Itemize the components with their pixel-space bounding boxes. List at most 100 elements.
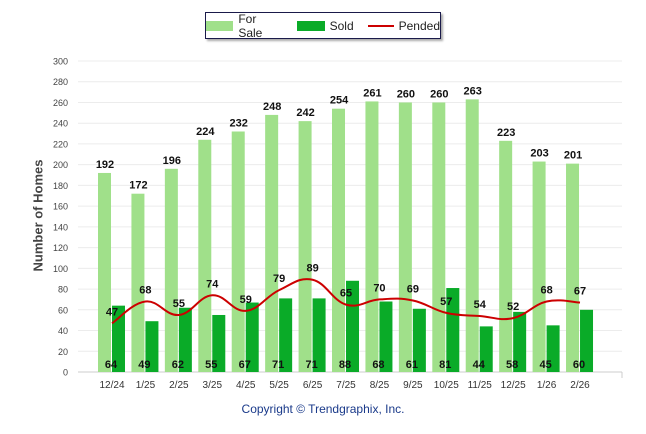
bar-for-sale [532,161,546,372]
legend-item-sold[interactable]: Sold [296,18,354,33]
bar-for-sale [465,99,479,373]
y-tick-label: 20 [58,347,68,357]
x-tick-label: 10/25 [434,380,459,391]
bar-for-sale [398,102,412,372]
bar-sold [479,326,493,372]
bar-for-sale [265,114,279,372]
bar-sold [212,314,226,372]
x-tick-label: 1/25 [136,380,156,391]
bar-for-sale [332,108,346,372]
data-label-for-sale: 260 [430,88,448,100]
x-tick-label: 1/26 [537,380,557,391]
data-label-pended: 52 [507,301,519,313]
legend-swatch-pended [367,24,394,27]
y-tick-label: 80 [58,285,68,295]
legend-item-for-sale[interactable]: For Sale [206,12,283,40]
data-label-sold: 88 [339,359,351,371]
bar-sold [312,298,326,372]
y-tick-label: 100 [53,264,68,274]
bar-sold [245,302,259,372]
data-label-for-sale: 232 [230,117,248,129]
data-label-sold: 61 [406,359,418,371]
y-axis-title: Number of Homes [30,159,46,272]
data-label-sold: 71 [272,359,284,371]
data-label-for-sale: 260 [397,88,415,100]
bar-for-sale [131,193,145,372]
x-tick-label: 7/25 [336,380,356,391]
data-label-pended: 69 [407,283,419,295]
data-label-pended: 55 [173,298,185,310]
data-label-sold: 62 [172,359,184,371]
bar-for-sale [566,163,580,372]
bar-sold [178,307,192,372]
y-tick-label: 300 [53,57,68,67]
y-tick-label: 40 [58,326,68,336]
data-label-for-sale: 196 [163,155,181,167]
y-tick-label: 260 [53,98,68,108]
bar-sold [145,321,159,372]
data-label-sold: 68 [372,359,384,371]
bar-for-sale [365,101,379,373]
y-tick-label: 180 [53,181,68,191]
y-tick-label: 120 [53,243,68,253]
bar-for-sale [164,168,178,372]
bar-sold [513,311,527,372]
data-label-pended: 65 [340,288,352,300]
data-label-sold: 58 [506,359,518,371]
y-tick-label: 240 [53,119,68,129]
bar-sold [446,288,460,372]
x-tick-label: 5/25 [269,380,289,391]
data-label-for-sale: 224 [196,126,215,138]
data-label-for-sale: 203 [530,148,548,160]
data-label-pended: 79 [273,273,285,285]
bar-for-sale [231,131,245,372]
bar-for-sale [499,140,513,372]
data-label-pended: 47 [106,306,118,318]
data-label-for-sale: 172 [129,180,147,192]
x-tick-label: 3/25 [203,380,223,391]
x-tick-label: 8/25 [370,380,390,391]
line-pended [111,278,581,325]
x-tick-label: 2/26 [570,380,590,391]
data-label-for-sale: 223 [497,127,515,139]
data-label-pended: 74 [206,278,219,290]
y-tick-label: 140 [53,222,68,232]
legend-swatch-sold [296,20,325,31]
data-label-sold: 45 [539,359,551,371]
y-tick-label: 220 [53,139,68,149]
bar-sold [412,308,426,372]
data-label-pended: 54 [474,299,487,311]
data-label-sold: 81 [439,359,451,371]
data-label-pended: 57 [440,296,452,308]
data-label-sold: 44 [473,359,486,371]
bar-sold [379,301,393,372]
x-tick-label: 12/25 [501,380,526,391]
bar-for-sale [198,139,212,372]
data-label-sold: 64 [105,359,118,371]
data-label-sold: 55 [205,359,217,371]
x-tick-label: 6/25 [303,380,323,391]
x-tick-label: 2/25 [169,380,189,391]
legend-label: Sold [329,18,354,33]
legend-item-pended[interactable]: Pended [367,18,440,33]
data-label-for-sale: 248 [263,101,281,113]
y-tick-label: 60 [58,305,68,315]
data-label-for-sale: 263 [464,85,482,97]
data-label-for-sale: 254 [330,95,349,107]
y-tick-label: 0 [63,368,68,378]
legend-label: Pended [398,18,440,33]
data-label-pended: 67 [574,286,586,298]
legend: For Sale Sold Pended [205,12,441,40]
data-label-for-sale: 192 [96,159,114,171]
bar-sold [279,298,293,372]
data-label-sold: 71 [305,359,317,371]
x-tick-label: 9/25 [403,380,423,391]
x-tick-label: 11/25 [468,380,493,391]
legend-swatch-for-sale [206,20,234,31]
legend-label: For Sale [238,11,263,40]
bar-for-sale [298,121,312,372]
copyright: Copyright © Trendgraphix, Inc. [241,402,405,416]
data-label-sold: 67 [239,359,251,371]
